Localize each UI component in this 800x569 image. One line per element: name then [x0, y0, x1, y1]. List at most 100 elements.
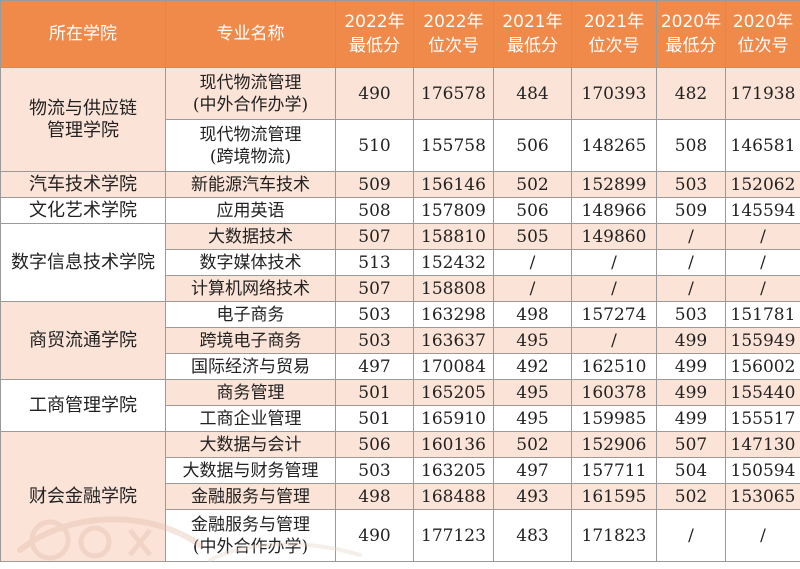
score-2020-cell: 499	[656, 379, 726, 406]
header-score-2022: 2022年 最低分	[335, 0, 414, 68]
college-name-line: 工商管理学院	[29, 394, 137, 416]
rank-2020-cell: 156002	[725, 353, 800, 380]
score-2022-cell: 503	[335, 301, 414, 328]
score-2020-cell: 502	[656, 483, 726, 510]
college-cell: 数字信息技术学院	[0, 223, 166, 302]
score-2022-cell: 498	[335, 483, 414, 510]
college-cell: 物流与供应链 管理学院	[0, 67, 166, 172]
major-name-line: 现代物流管理	[199, 124, 302, 145]
score-2021-cell: 484	[493, 67, 572, 120]
score-2020-cell: /	[656, 249, 726, 276]
rank-2021-cell: 170393	[571, 67, 657, 120]
rank-2020-cell: 147130	[725, 431, 800, 458]
rank-2020-cell: 150594	[725, 457, 800, 484]
score-2022-cell: 497	[335, 353, 414, 380]
major-cell: 商务管理	[165, 379, 336, 406]
score-2020-cell: 509	[656, 197, 726, 224]
score-2021-cell: 495	[493, 327, 572, 354]
college-cell: 汽车技术学院	[0, 171, 166, 198]
rank-2022-cell: 160136	[413, 431, 494, 458]
rank-2020-cell: 155949	[725, 327, 800, 354]
rank-2022-cell: 152432	[413, 249, 494, 276]
college-name-line: 财会金融学院	[29, 485, 137, 507]
rank-2021-cell: 152899	[571, 171, 657, 198]
rank-2020-cell: 152062	[725, 171, 800, 198]
rank-2022-cell: 155758	[413, 119, 494, 172]
rank-2020-cell: 145594	[725, 197, 800, 224]
rank-2022-cell: 158810	[413, 223, 494, 250]
rank-2021-cell: /	[571, 275, 657, 302]
rank-2020-cell: 155440	[725, 379, 800, 406]
score-2020-cell: 504	[656, 457, 726, 484]
header-rank-2021-label: 位次号	[588, 36, 640, 56]
rank-2020-cell: 155517	[725, 405, 800, 432]
score-2021-cell: 502	[493, 431, 572, 458]
score-2021-cell: 502	[493, 171, 572, 198]
major-cell: 应用英语	[165, 197, 336, 224]
header-score-2020: 2020年 最低分	[656, 0, 726, 68]
rank-2022-cell: 170084	[413, 353, 494, 380]
college-name-line: 汽车技术学院	[29, 173, 137, 195]
header-row: 所在学院 专业名称 2022年 最低分 2022年 位次号 2021年 最低分 202…	[0, 0, 800, 68]
major-cell: 数字媒体技术	[165, 249, 336, 276]
rank-2021-cell: 161595	[571, 483, 657, 510]
score-2020-cell: 503	[656, 171, 726, 198]
rank-2022-cell: 165205	[413, 379, 494, 406]
header-rank-2021-year: 2021年	[583, 12, 645, 32]
score-2020-cell: 507	[656, 431, 726, 458]
score-2020-cell: 499	[656, 405, 726, 432]
table-row: 商贸流通学院 电子商务 503 163298 498 157274 503 15…	[0, 301, 800, 380]
major-cell: 现代物流管理 (跨境物流)	[165, 119, 336, 172]
major-cell: 金融服务与管理 (中外合作办学)	[165, 509, 336, 562]
table-row: 现代物流管理 (跨境物流) 510 155758 506 148265 508 1…	[0, 119, 800, 172]
major-cell: 计算机网络技术	[165, 275, 336, 302]
rank-2020-cell: /	[725, 223, 800, 250]
major-name-line: (中外合作办学)	[192, 536, 309, 557]
rank-2022-cell: 176578	[413, 67, 494, 120]
major-cell: 金融服务与管理	[165, 483, 336, 510]
score-2020-cell: 499	[656, 327, 726, 354]
college-name-line: 数字信息技术学院	[11, 251, 155, 273]
major-cell: 工商企业管理	[165, 405, 336, 432]
rank-2020-cell: /	[725, 249, 800, 276]
header-rank-2021: 2021年位次号	[571, 0, 657, 68]
header-rank-2022-label: 位次号	[428, 36, 479, 56]
header-rank-2020-year: 2020年	[732, 12, 794, 32]
college-cell: 文化艺术学院	[0, 197, 166, 224]
rank-2021-cell: 152906	[571, 431, 657, 458]
score-2021-cell: 497	[493, 457, 572, 484]
score-2020-cell: /	[656, 275, 726, 302]
major-name-line: 现代物流管理	[199, 72, 302, 93]
college-cell: 财会金融学院	[0, 431, 166, 562]
rank-2021-cell: 148966	[571, 197, 657, 224]
rank-2022-cell: 158808	[413, 275, 494, 302]
score-2022-cell: 508	[335, 197, 414, 224]
college-name-line: 文化艺术学院	[29, 199, 137, 221]
rank-2021-cell: 149860	[571, 223, 657, 250]
score-2022-cell: 501	[335, 405, 414, 432]
rank-2022-cell: 163298	[413, 301, 494, 328]
score-2020-cell: 499	[656, 353, 726, 380]
rank-2021-cell: 162510	[571, 353, 657, 380]
rank-2022-cell: 157809	[413, 197, 494, 224]
rank-2020-cell: 146581	[725, 119, 800, 172]
table-row: 计算机网络技术 507 158808 / / / /	[0, 275, 800, 302]
score-2021-cell: 505	[493, 223, 572, 250]
header-score-2021: 2021年 最低分	[493, 0, 572, 68]
header-rank-2020-label: 位次号	[737, 36, 789, 56]
score-2021-cell: 492	[493, 353, 572, 380]
rank-2021-cell: 160378	[571, 379, 657, 406]
score-2021-cell: 493	[493, 483, 572, 510]
score-2021-cell: 506	[493, 197, 572, 224]
college-name-line: 商贸流通学院	[29, 329, 137, 351]
table-row: 物流与供应链 管理学院 现代物流管理 (中外合作办学) 490 176578 484…	[0, 67, 800, 172]
rank-2020-cell: 151781	[725, 301, 800, 328]
score-2021-cell: 483	[493, 509, 572, 562]
header-rank-2020: 2020年位次号	[725, 0, 800, 68]
table-row: 工商管理学院 商务管理 501 165205 495 160378 499 15…	[0, 379, 800, 432]
score-2021-cell: 498	[493, 301, 572, 328]
score-2021-cell: 506	[493, 119, 572, 172]
major-cell: 跨境电子商务	[165, 327, 336, 354]
score-2021-cell: /	[493, 249, 572, 276]
table-row: 文化艺术学院 应用英语 508 157809 506 148966 509 14…	[0, 197, 800, 224]
